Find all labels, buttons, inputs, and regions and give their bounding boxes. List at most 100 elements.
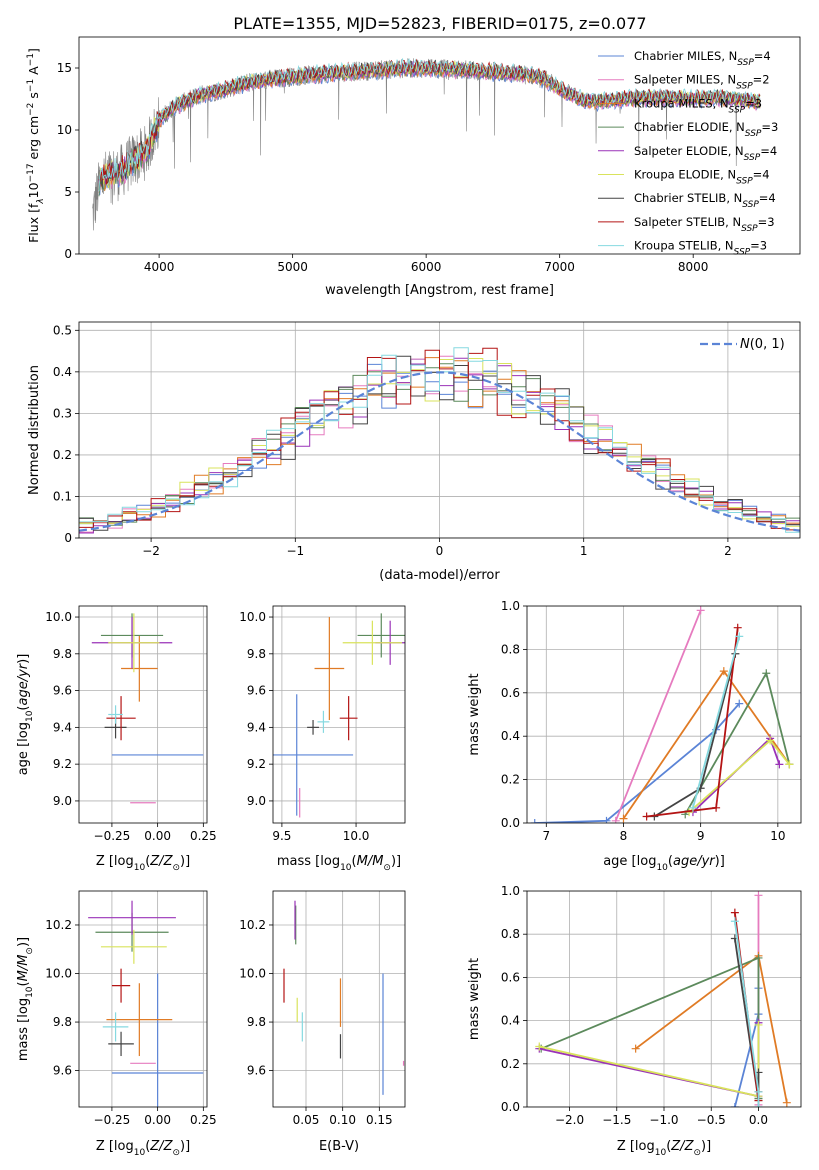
age-vs-Z-ytick-label: 9.4 [53,720,72,734]
age-vs-mass-ytick-label: 9.8 [247,647,266,661]
spectrum-ylabel-part: 10 [26,182,41,198]
legend-label-part: SSP [744,153,761,163]
residuals-ytick-label: 0.5 [53,323,72,337]
mass-vs-Z-xlabel-part: 10 [134,1148,146,1158]
weight-line-salpeter-elodie-marker [775,760,784,769]
mass-vs-Z-ylabel-part: ( [16,981,31,986]
weights-vs-age-ytick-label: 0.4 [501,729,520,743]
mass-vs-EBV-ytick-label: 9.8 [247,1015,266,1029]
legend-label-part: SSP [742,200,759,210]
mass-vs-EBV-ytick-label: 10.2 [239,918,266,932]
age-vs-mass-xlabel-part: 10 [340,863,352,873]
weight-line-salpeter-elodie [692,736,781,813]
normal-legend-label: N(0, 1) [740,337,785,352]
weights-vs-age-xlabel-part: ( [668,854,673,869]
mass-vs-Z-xtick-label: 0.00 [144,1113,171,1127]
mass-vs-Z-xlabel-part: ⊙ [172,1148,180,1158]
weight-line-chabrier-elodie [540,956,760,1099]
weight-line-salpeter-miles-marker [696,606,705,615]
legend-label-part: Kroupa ELODIE, N [634,168,736,182]
legend-label-part: =3 [745,96,762,110]
age-vs-Z-ytick-label: 9.2 [53,757,72,771]
weights-vs-age-frame [526,605,802,824]
age-vs-Z-ytick-label: 9.6 [53,684,72,698]
weights-vs-Z-xlabel: Z [log10(Z/Z⊙)] [617,1139,711,1158]
spectrum-ylabel-part: −17 [26,163,36,182]
mass-vs-Z-ylabel-part: M/M [16,955,31,982]
age-vs-mass-frame [272,605,406,824]
mass-vs-Z-xlabel-part: Z/Z [149,1139,173,1154]
age-vs-Z-ytick-label: 9.8 [53,647,72,661]
age-vs-Z-ylabel-part: ( [16,706,31,711]
age-vs-mass-ytick-label: 10.0 [239,610,266,624]
legend-label-part: Kroupa STELIB, N [634,239,734,253]
weights-vs-age-ytick-label: 0.2 [501,773,520,787]
age-vs-Z-xlabel-part: ⊙ [172,863,180,873]
legend-label: Salpeter STELIB, NSSP=3 [634,215,775,234]
legend-label-part: =4 [760,144,777,158]
spectrum-xtick-label: 7000 [544,260,575,274]
legend-label: Salpeter ELODIE, NSSP=4 [634,144,777,163]
legend-label: Kroupa MILES, NSSP=3 [634,96,762,115]
spectrum-ytick-label: 0 [64,247,72,261]
residuals-axes: −2 −1 0 1 2 0 0.1 0.2 0.3 0.4 0.5 N(0, 1) (data-mode… [27,321,801,583]
weight-line-kroupa-elodie-marker [766,736,775,745]
mass-vs-Z-ytick-label: 9.8 [53,1015,72,1029]
weights-vs-Z-frame [526,890,802,1108]
weight-line-kroupa-elodie-marker [754,1020,763,1029]
weights-vs-Z-xtick-label: −2.0 [555,1113,584,1127]
legend-label-part: SSP [734,248,751,258]
weights-vs-Z-ytick-label: 0.2 [501,1057,520,1071]
age-vs-Z-plot [79,606,207,823]
weight-line-salpeter-miles [614,610,702,822]
mass-vs-Z-ylabel: mass [log10(M/M⊙)] [16,937,35,1061]
weight-line-kroupa-miles-marker [631,1044,640,1053]
age-vs-Z-axes: −0.25 0.00 0.259.09.29.49.69.810.0Z [log10… [16,605,217,873]
weights-vs-age-ytick-label: 0.0 [501,816,520,830]
weights-vs-age-xtick-label: 9 [697,829,705,843]
spectrum-ylabel: Flux [fλ10−17 erg cm−2 s−1 A−1] [26,48,46,243]
mass-vs-Z-ylabel-part: ⊙ [25,947,35,955]
mass-vs-Z-axes: −0.25 0.00 0.259.69.810.010.2Z [log10(Z/Z⊙… [16,890,217,1158]
legend-label-part: SSP [741,224,758,234]
spectrum-ytick-label: 10 [57,123,72,137]
weights-vs-Z-ytick-label: 0.6 [501,970,520,984]
model-spectrum-chabrier-elodie [98,61,761,197]
age-vs-mass-xtick-label: 10.0 [343,829,370,843]
weights-vs-age-ylabel: mass weight [467,673,482,755]
spectrum-ylabel-part: Flux [f [26,203,41,243]
legend-label-part: Salpeter ELODIE, N [634,144,744,158]
age-vs-Z-xlabel-part: ( [145,854,150,869]
histogram-salpeter-stelib [79,347,800,531]
weights-vs-Z-plot [527,891,801,1107]
weight-line-salpeter-stelib-marker [712,803,721,812]
weights-vs-Z-xtick-label: −1.5 [602,1113,631,1127]
age-vs-mass-xlabel-part: )] [391,854,401,869]
weight-line-salpeter-elodie [539,1022,760,1098]
legend-label-part: =4 [759,191,776,205]
age-vs-Z-ylabel-part: age [log [16,722,31,775]
residuals-xlabel: (data-model)/error [379,568,500,583]
weights-vs-Z-xlabel-part: ⊙ [693,1148,701,1158]
legend-label-part: SSP [736,177,753,187]
weights-vs-Z-ytick-label: 1.0 [501,884,520,898]
weight-line-kroupa-elodie-marker [785,760,794,769]
age-vs-Z-ylabel-part: age/yr [16,662,31,705]
mass-vs-Z-xlabel-part: ( [145,1139,150,1154]
age-vs-mass-ytick-label: 9.0 [247,794,266,808]
mass-vs-Z-ylabel-part: )] [16,937,31,947]
normal-legend-label-part: (0, 1) [750,337,785,352]
legend-label-part: Chabrier MILES, N [634,49,737,63]
legend-label-part: SSP [737,58,754,68]
residuals-frame [78,321,801,539]
weights-vs-age-xlabel-part: age/yr [673,854,716,869]
age-vs-Z-ylabel-part: 10 [25,710,35,722]
legend-label: Kroupa ELODIE, NSSP=4 [634,168,770,187]
weight-line-chabrier-miles-marker [735,699,744,708]
mass-vs-EBV-xtick-label: 0.15 [366,1113,393,1127]
weight-line-chabrier-stelib [653,653,737,818]
spectrum-ylabel-part: −1 [26,53,36,66]
